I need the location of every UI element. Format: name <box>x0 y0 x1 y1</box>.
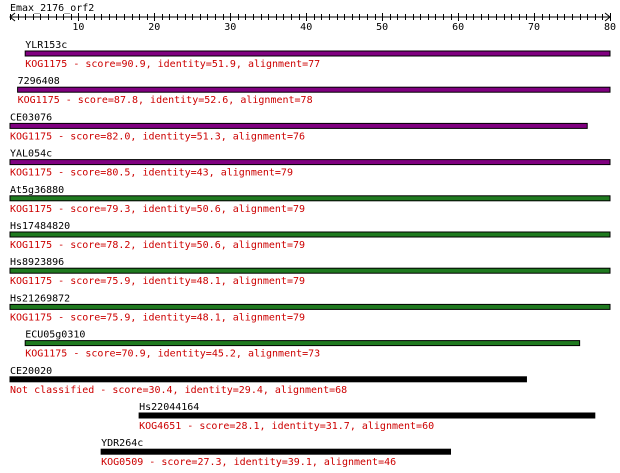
hit-alignment-bar <box>9 195 611 202</box>
hit-row: Hs8923896 KOG1175 - score=75.9, identity=… <box>9 257 611 287</box>
hit-alignment-bar <box>9 159 611 166</box>
hit-row: CE20020 Not classified - score=30.4, iden… <box>9 366 527 396</box>
hit-row: Hs17484820 KOG1175 - score=78.2, identity… <box>9 221 611 251</box>
hit-detail-label: Not classified - score=30.4, identity=29… <box>10 385 347 396</box>
hit-row: ECU05g0310 KOG1175 - score=70.9, identity… <box>24 330 581 360</box>
hit-id-label: YDR264c <box>101 438 143 449</box>
hit-alignment-bar <box>100 448 452 455</box>
hit-id-label: At5g36880 <box>10 185 64 196</box>
hit-row: At5g36880 KOG1175 - score=79.3, identity=… <box>9 185 611 215</box>
hit-alignment-bar <box>9 231 611 238</box>
hit-row: Hs22044164 KOG4651 - score=28.1, identity… <box>138 402 596 432</box>
hit-row: YAL054c KOG1175 - score=80.5, identity=43… <box>9 149 611 179</box>
axis-tick-label: 30 <box>224 22 236 33</box>
axis-tick-label: 70 <box>528 22 540 33</box>
hit-alignment-bar <box>9 122 588 129</box>
hit-id-label: CE20020 <box>10 366 52 377</box>
hit-alignment-bar <box>9 376 527 383</box>
axis-tick-label: 10 <box>72 22 84 33</box>
axis-tick-label: 20 <box>148 22 160 33</box>
hit-alignment-bar <box>17 86 611 93</box>
hit-detail-label: KOG1175 - score=87.8, identity=52.6, ali… <box>18 95 313 106</box>
hit-list: YLR153c KOG1175 - score=90.9, identity=51… <box>9 40 611 468</box>
hit-detail-label: KOG1175 - score=82.0, identity=51.3, ali… <box>10 131 305 142</box>
hit-id-label: Hs21269872 <box>10 293 70 304</box>
hit-detail-label: KOG1175 - score=79.3, identity=50.6, ali… <box>10 204 305 215</box>
hit-row: CE03076 KOG1175 - score=82.0, identity=51… <box>9 112 588 142</box>
hit-alignment-bar <box>24 340 581 347</box>
hit-id-label: CE03076 <box>10 112 52 123</box>
hit-alignment-bar <box>138 412 596 419</box>
hit-row: Hs21269872 KOG1175 - score=75.9, identity… <box>9 293 611 323</box>
hit-row: 7296408 KOG1175 - score=87.8, identity=52… <box>17 76 611 106</box>
hit-alignment-bar <box>24 50 611 57</box>
hit-row: YDR264c KOG0509 - score=27.3, identity=39… <box>100 438 452 468</box>
hit-detail-label: KOG1175 - score=90.9, identity=51.9, ali… <box>25 59 320 70</box>
hit-detail-label: KOG4651 - score=28.1, identity=31.7, ali… <box>139 421 434 432</box>
hit-detail-label: KOG1175 - score=75.9, identity=48.1, ali… <box>10 312 305 323</box>
hit-id-label: Hs17484820 <box>10 221 70 232</box>
hit-id-label: Hs22044164 <box>139 402 199 413</box>
hit-detail-label: KOG1175 - score=78.2, identity=50.6, ali… <box>10 240 305 251</box>
hit-id-label: ECU05g0310 <box>25 330 85 341</box>
hit-id-label: YLR153c <box>25 40 67 51</box>
hit-id-label: Hs8923896 <box>10 257 64 268</box>
position-axis: 10 20 30 40 50 60 70 80 <box>9 12 616 33</box>
hit-id-label: YAL054c <box>10 149 52 160</box>
hit-detail-label: KOG1175 - score=75.9, identity=48.1, ali… <box>10 276 305 287</box>
query-title: Emax_2176_orf2 <box>10 3 94 14</box>
hit-id-label: 7296408 <box>18 76 60 87</box>
axis-tick-label: 80 <box>604 22 616 33</box>
hit-alignment-bar <box>9 303 611 310</box>
hit-detail-label: KOG1175 - score=70.9, identity=45.2, ali… <box>25 349 320 360</box>
hit-row: YLR153c KOG1175 - score=90.9, identity=51… <box>24 40 611 70</box>
hit-alignment-bar <box>9 267 611 274</box>
axis-tick-label: 60 <box>452 22 464 33</box>
axis-tick-label: 40 <box>300 22 312 33</box>
hit-detail-label: KOG0509 - score=27.3, identity=39.1, ali… <box>101 457 396 468</box>
hit-detail-label: KOG1175 - score=80.5, identity=43, align… <box>10 168 293 179</box>
axis-tick-label: 50 <box>376 22 388 33</box>
